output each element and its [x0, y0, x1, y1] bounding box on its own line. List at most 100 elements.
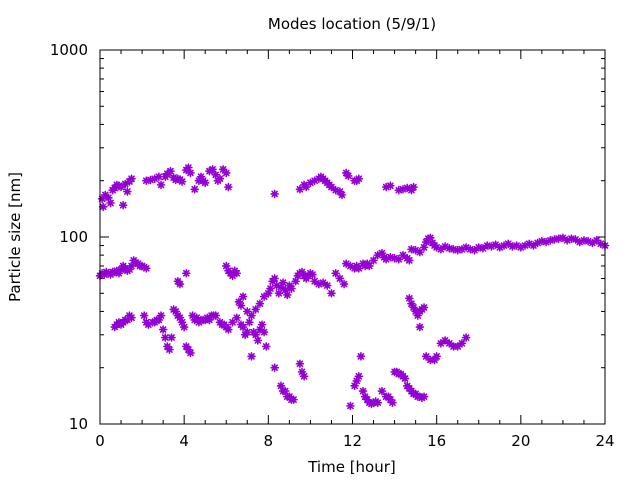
data-point [104, 193, 113, 203]
data-point [354, 174, 364, 184]
data-point [419, 392, 429, 401]
axes: 0 4 8 12 16 20 24 10 100 1000 [50, 41, 615, 450]
data-point [123, 187, 132, 196]
data-point [167, 333, 176, 342]
data-point [545, 236, 555, 245]
data-point [588, 238, 597, 248]
data-point [461, 243, 471, 252]
data-point [400, 374, 410, 383]
x-tick-label: 12 [343, 432, 362, 450]
data-point [251, 330, 261, 340]
data-point [200, 178, 210, 188]
data-point [405, 256, 414, 265]
data-point [221, 168, 231, 178]
data-point [558, 233, 568, 243]
data-point [181, 268, 191, 278]
data-point [118, 200, 128, 210]
x-tick-label: 20 [511, 432, 530, 450]
data-point [346, 401, 355, 411]
data-point [251, 305, 261, 314]
data-point [436, 339, 446, 348]
data-point [120, 179, 130, 189]
data-point [524, 239, 534, 249]
data-point [409, 182, 418, 192]
data-point [266, 284, 275, 293]
data-point [125, 265, 134, 274]
data-point [327, 182, 336, 192]
data-point [205, 166, 214, 176]
data-point [430, 355, 439, 365]
data-point [426, 233, 435, 243]
data-point [356, 352, 366, 361]
data-point [419, 243, 429, 252]
data-point [106, 198, 115, 208]
data-point [236, 301, 246, 310]
data-point [318, 278, 328, 287]
data-point [242, 307, 252, 316]
data-point [177, 177, 187, 186]
data-point [175, 313, 185, 323]
data-point [175, 279, 185, 289]
data-point [444, 244, 454, 253]
data-point [297, 367, 307, 377]
data-point [373, 398, 383, 407]
data-point [144, 320, 153, 329]
data-point [141, 176, 151, 186]
data-point [394, 185, 404, 195]
data-point [205, 315, 214, 325]
data-point [228, 317, 237, 327]
data-point [232, 268, 242, 278]
data-point [295, 359, 305, 369]
data-point [255, 299, 265, 308]
data-point [421, 237, 431, 247]
data-point [127, 174, 136, 184]
plot-frame [99, 49, 606, 425]
data-point [354, 264, 364, 273]
data-point [184, 163, 193, 172]
data-point [405, 294, 414, 303]
data-point [432, 243, 441, 252]
data-point [533, 238, 542, 248]
data-point [156, 180, 166, 190]
data-point [394, 254, 404, 264]
data-point [264, 288, 273, 298]
data-point [550, 235, 559, 244]
data-point [575, 237, 585, 247]
data-point [369, 256, 378, 265]
x-tick-label: 4 [179, 432, 189, 450]
data-point [123, 315, 132, 325]
data-point [335, 274, 345, 283]
data-point [381, 182, 391, 192]
data-point [274, 288, 284, 298]
data-point [245, 317, 254, 327]
x-tick-label: 16 [427, 432, 446, 450]
data-point [322, 281, 332, 290]
data-point [419, 303, 429, 312]
data-point [272, 281, 282, 290]
data-point [224, 325, 233, 334]
data-point [186, 168, 195, 178]
data-point [409, 303, 418, 312]
data-point [432, 352, 441, 361]
data-point [346, 261, 355, 271]
y-tick-label: 100 [59, 228, 88, 246]
data-point [579, 236, 589, 245]
data-point [398, 184, 408, 194]
data-point [154, 315, 164, 325]
data-point [171, 307, 181, 316]
data-point [116, 265, 126, 274]
data-point [190, 184, 199, 194]
data-point [208, 165, 217, 174]
data-point [327, 288, 336, 298]
data-point [253, 336, 263, 345]
data-point [444, 339, 454, 348]
data-point [337, 190, 347, 200]
data-point [365, 261, 374, 271]
data-point [386, 181, 395, 191]
data-point [331, 268, 340, 278]
data-point [150, 174, 160, 184]
data-point [529, 241, 538, 250]
data-point [112, 180, 122, 190]
data-point [289, 395, 298, 404]
